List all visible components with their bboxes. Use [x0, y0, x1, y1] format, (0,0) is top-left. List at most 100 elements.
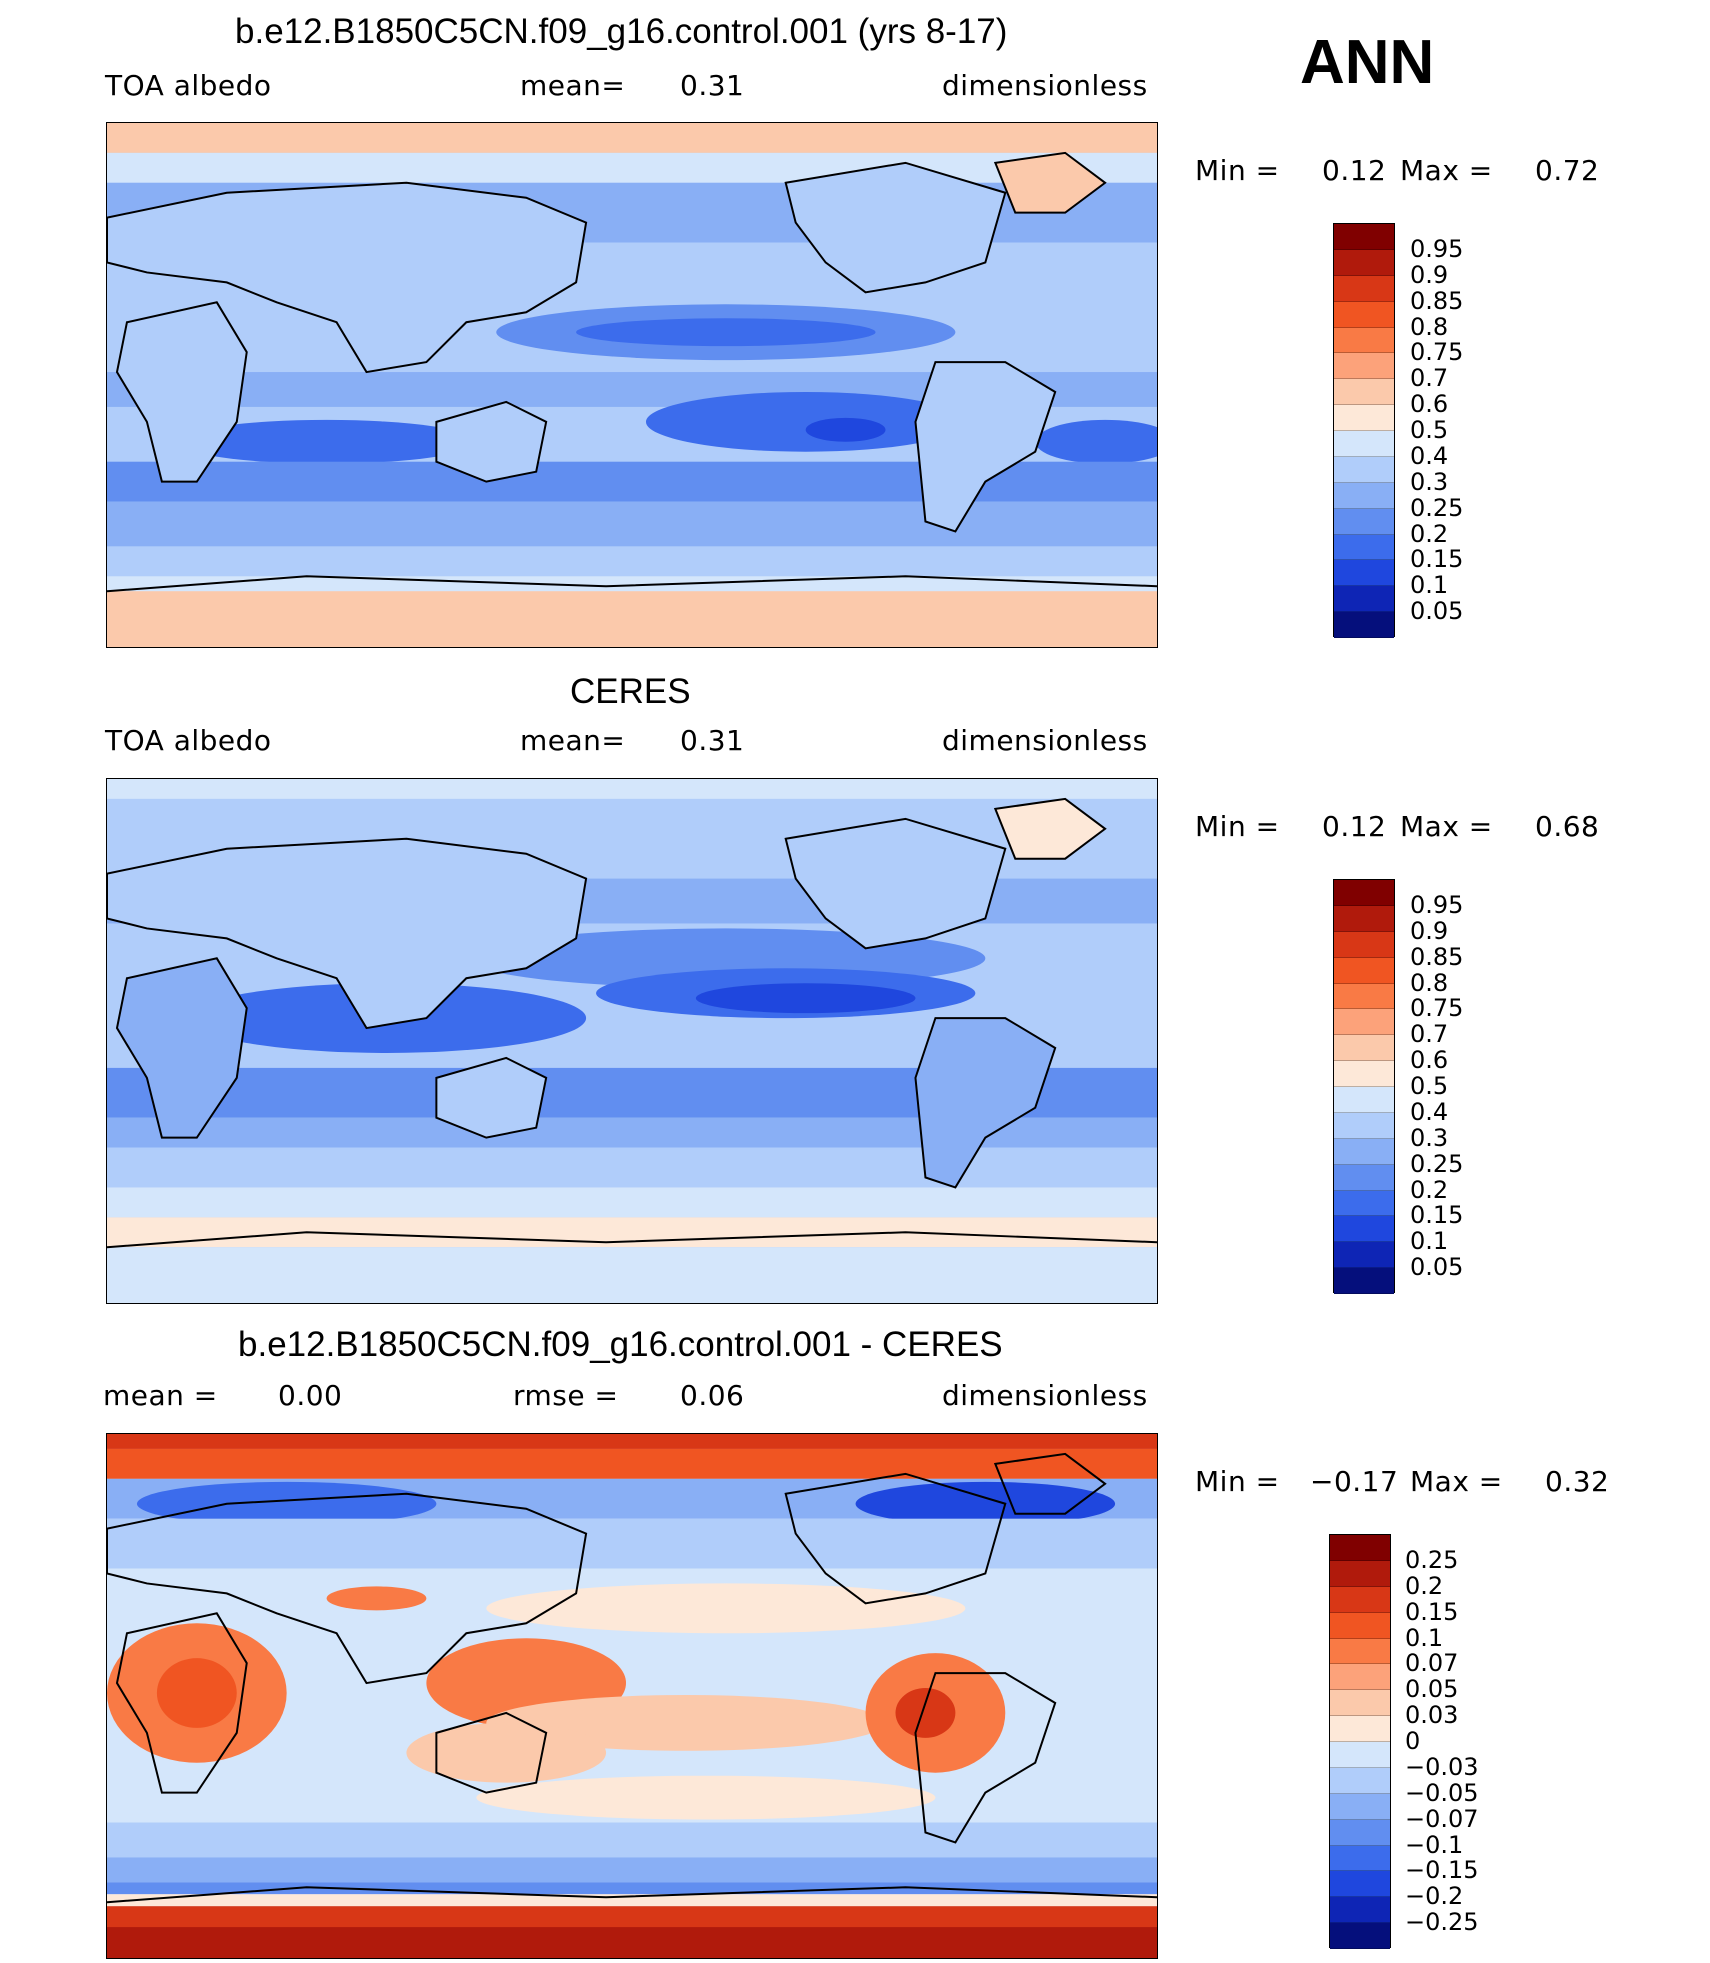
model-albedo-map — [106, 122, 1158, 648]
colorbar-level-label: 0.1 — [1405, 1623, 1444, 1652]
colorbar-swatch — [1330, 1690, 1390, 1717]
colorbar-level-label: 0.2 — [1405, 1571, 1444, 1600]
colorbar-swatch — [1334, 1138, 1394, 1165]
colorbar-level-label: 0.9 — [1410, 260, 1449, 289]
colorbar-swatch — [1334, 275, 1394, 302]
colorbar-level-label: 0.05 — [1410, 1253, 1464, 1282]
colorbar-swatch — [1334, 1087, 1394, 1113]
colorbar-level-label: 0.95 — [1410, 890, 1464, 919]
colorbar-swatch — [1334, 1242, 1394, 1269]
colorbar — [1333, 879, 1395, 1294]
colorbar-swatch — [1334, 379, 1394, 406]
max-value: 0.32 — [1545, 1465, 1610, 1498]
colorbar-level-label: 0 — [1405, 1727, 1421, 1755]
colorbar-level-label: 0.6 — [1410, 390, 1449, 419]
colorbar-level-label: 0.05 — [1410, 597, 1464, 626]
colorbar-swatch — [1330, 1819, 1390, 1846]
colorbar-level-label: 0.4 — [1410, 1097, 1449, 1126]
colorbar-swatch — [1334, 301, 1394, 328]
colorbar-swatch — [1334, 1035, 1394, 1062]
colorbar — [1329, 1534, 1391, 1949]
colorbar-level-label: 0.9 — [1410, 916, 1449, 945]
max-label: Max = — [1400, 154, 1493, 187]
colorbar-level-label: 0.3 — [1410, 467, 1449, 496]
units-label: dimensionless — [942, 69, 1148, 102]
colorbar-level-label: 0.8 — [1410, 968, 1449, 997]
colorbar-level-label: 0.6 — [1410, 1046, 1449, 1075]
variable-label: TOA albedo — [105, 724, 272, 757]
colorbar-swatch — [1334, 983, 1394, 1010]
colorbar-level-label: −0.1 — [1405, 1830, 1464, 1859]
colorbar-level-label: 0.75 — [1410, 338, 1464, 367]
colorbar-swatch — [1334, 1061, 1394, 1087]
colorbar-swatch — [1334, 431, 1394, 457]
colorbar-level-label: 0.25 — [1410, 493, 1464, 522]
colorbar-level-label: 0.85 — [1410, 286, 1464, 315]
min-value: 0.12 — [1322, 154, 1387, 187]
colorbar-level-label: −0.15 — [1405, 1856, 1479, 1885]
colorbar-level-label: 0.75 — [1410, 994, 1464, 1023]
max-label: Max = — [1400, 810, 1493, 843]
colorbar-level-label: 0.15 — [1410, 1201, 1464, 1230]
mean-value: 0.00 — [278, 1379, 343, 1412]
colorbar — [1333, 223, 1395, 638]
colorbar-level-label: −0.03 — [1405, 1752, 1479, 1781]
mean-value: 0.31 — [680, 69, 745, 102]
colorbar-swatch — [1330, 1612, 1390, 1639]
colorbar-level-label: 0.07 — [1405, 1649, 1459, 1678]
colorbar-swatch — [1334, 456, 1394, 483]
colorbar-swatch — [1334, 1164, 1394, 1191]
colorbar-swatch — [1334, 880, 1394, 906]
min-label: Min = — [1195, 154, 1280, 187]
min-value: −0.17 — [1310, 1465, 1399, 1498]
colorbar-swatch — [1330, 1923, 1390, 1949]
colorbar-swatch — [1334, 482, 1394, 509]
colorbar-level-label: 0.2 — [1410, 519, 1449, 548]
colorbar-swatch — [1330, 1586, 1390, 1613]
colorbar-swatch — [1334, 560, 1394, 587]
rmse-value: 0.06 — [680, 1379, 745, 1412]
colorbar-swatch — [1334, 1190, 1394, 1217]
colorbar-swatch — [1334, 327, 1394, 354]
colorbar-swatch — [1334, 249, 1394, 276]
colorbar-swatch — [1334, 586, 1394, 613]
min-label: Min = — [1195, 1465, 1280, 1498]
colorbar-swatch — [1334, 534, 1394, 561]
colorbar-swatch — [1334, 1009, 1394, 1036]
max-label: Max = — [1410, 1465, 1503, 1498]
colorbar-level-label: 0.05 — [1405, 1675, 1459, 1704]
colorbar-level-label: 0.15 — [1410, 545, 1464, 574]
colorbar-swatch — [1334, 1216, 1394, 1243]
mean-value: 0.31 — [680, 724, 745, 757]
panel-title: CERES — [570, 672, 691, 711]
max-value: 0.72 — [1535, 154, 1600, 187]
colorbar-swatch — [1330, 1793, 1390, 1820]
difference-map — [106, 1433, 1158, 1959]
colorbar-swatch — [1330, 1871, 1390, 1898]
colorbar-swatch — [1334, 1268, 1394, 1294]
mean-label: mean = — [103, 1379, 218, 1412]
colorbar-swatch — [1334, 957, 1394, 984]
colorbar-swatch — [1334, 1112, 1394, 1139]
colorbar-level-label: 0.95 — [1410, 234, 1464, 263]
colorbar-swatch — [1334, 931, 1394, 958]
colorbar-level-label: 0.25 — [1405, 1545, 1459, 1574]
colorbar-level-label: 0.4 — [1410, 441, 1449, 470]
ceres-albedo-map — [106, 778, 1158, 1304]
min-label: Min = — [1195, 810, 1280, 843]
colorbar-level-label: 0.85 — [1410, 942, 1464, 971]
variable-label: TOA albedo — [105, 69, 272, 102]
colorbar-level-label: −0.25 — [1405, 1908, 1479, 1937]
min-value: 0.12 — [1322, 810, 1387, 843]
colorbar-swatch — [1334, 224, 1394, 250]
season-label: ANN — [1300, 28, 1435, 97]
panel-title: b.e12.B1850C5CN.f09_g16.control.001 - CE… — [238, 1325, 1003, 1364]
colorbar-level-label: 0.3 — [1410, 1123, 1449, 1152]
colorbar-swatch — [1334, 405, 1394, 431]
colorbar-swatch — [1330, 1638, 1390, 1665]
max-value: 0.68 — [1535, 810, 1600, 843]
colorbar-level-label: 0.03 — [1405, 1701, 1459, 1730]
colorbar-swatch — [1334, 353, 1394, 380]
units-label: dimensionless — [942, 1379, 1148, 1412]
colorbar-level-label: 0.15 — [1405, 1597, 1459, 1626]
